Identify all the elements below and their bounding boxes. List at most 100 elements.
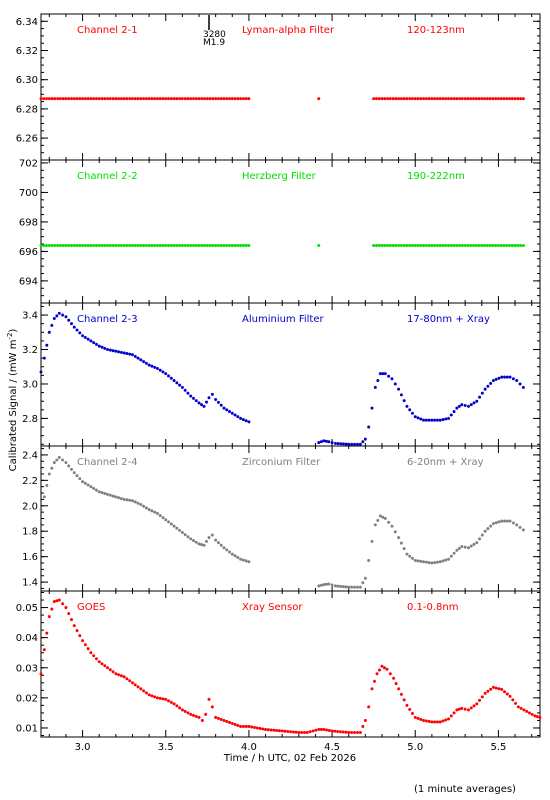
data-point: [289, 730, 292, 734]
data-point: [435, 418, 439, 422]
data-point: [286, 729, 290, 733]
data-point: [125, 352, 129, 356]
data-point: [380, 97, 384, 101]
data-point: [388, 672, 392, 676]
data-point: [233, 722, 237, 726]
data-point: [158, 696, 162, 700]
data-point: [64, 315, 68, 319]
data-point: [530, 712, 534, 716]
data-point: [378, 514, 382, 518]
data-point: [353, 442, 357, 446]
data-point: [402, 244, 406, 248]
data-point: [42, 97, 46, 101]
y-tick-label: 3.0: [22, 379, 38, 390]
data-point: [247, 560, 251, 564]
data-point: [327, 440, 331, 444]
data-point: [363, 437, 367, 441]
data-point: [39, 97, 43, 101]
data-point: [233, 413, 237, 417]
data-point: [158, 514, 162, 518]
data-point: [394, 97, 398, 101]
data-point: [69, 244, 73, 248]
data-point: [72, 97, 76, 101]
data-point: [191, 713, 195, 717]
data-point: [419, 244, 423, 248]
data-point: [50, 466, 54, 470]
data-point: [241, 244, 245, 248]
data-point: [452, 97, 456, 101]
data-point: [81, 334, 85, 338]
data-point: [158, 368, 162, 372]
data-point: [386, 244, 390, 248]
data-point: [372, 97, 376, 101]
data-point: [466, 546, 470, 550]
data-point: [239, 97, 243, 101]
data-point: [214, 397, 218, 401]
y-tick-label: 0.05: [16, 603, 38, 614]
data-point: [502, 244, 506, 248]
y-tick-label: 0.03: [16, 663, 38, 674]
data-point: [397, 687, 401, 691]
data-point: [341, 442, 345, 446]
data-point: [39, 370, 43, 374]
data-point: [496, 244, 500, 248]
data-point: [475, 702, 479, 706]
data-point: [377, 668, 381, 672]
data-point: [447, 717, 451, 721]
data-point: [175, 244, 179, 248]
data-point: [144, 97, 148, 101]
data-point: [142, 244, 146, 248]
data-point: [422, 418, 426, 422]
data-point: [155, 696, 159, 700]
data-point: [494, 521, 498, 525]
data-point: [385, 667, 389, 671]
data-point: [430, 418, 434, 422]
data-point: [69, 322, 73, 326]
data-point: [330, 583, 334, 587]
data-point: [164, 97, 168, 101]
data-point: [297, 730, 301, 734]
data-point: [344, 730, 348, 734]
panel-4: 1.4 1.6 1.8 2.0 2.2 2.4 Channel 2-4 Zirconium F…: [22, 445, 541, 592]
data-point: [202, 404, 206, 408]
data-point: [483, 691, 487, 695]
data-point: [247, 420, 251, 424]
data-point: [402, 399, 406, 403]
data-point: [175, 704, 179, 708]
y-tick-label: 2.8: [22, 414, 38, 425]
data-point: [111, 244, 115, 248]
data-point: [164, 244, 168, 248]
data-point: [194, 244, 198, 248]
data-point: [317, 441, 321, 445]
data-point: [410, 556, 414, 560]
data-point: [486, 689, 490, 693]
data-point: [397, 97, 401, 101]
data-point: [521, 97, 525, 101]
data-point: [527, 711, 531, 715]
data-point: [508, 244, 512, 248]
data-point: [463, 97, 467, 101]
data-point: [219, 543, 223, 547]
data-point: [241, 418, 245, 422]
data-point: [416, 244, 420, 248]
panel-band-label: 17-80nm + Xray: [407, 314, 490, 325]
data-point: [175, 97, 179, 101]
data-point: [422, 97, 426, 101]
data-point: [191, 244, 195, 248]
data-point: [180, 708, 184, 712]
data-point: [178, 97, 182, 101]
data-point: [433, 418, 437, 422]
data-point: [61, 244, 65, 248]
data-point: [444, 417, 448, 421]
data-point: [444, 97, 448, 101]
data-point: [402, 97, 406, 101]
data-point: [67, 244, 71, 248]
data-point: [219, 244, 223, 248]
data-point: [277, 729, 281, 733]
data-point: [376, 379, 380, 383]
data-point: [521, 385, 525, 389]
data-point: [317, 244, 321, 248]
data-point: [375, 672, 379, 676]
data-point: [57, 598, 61, 602]
panel-title: Channel 2-3: [77, 314, 138, 325]
